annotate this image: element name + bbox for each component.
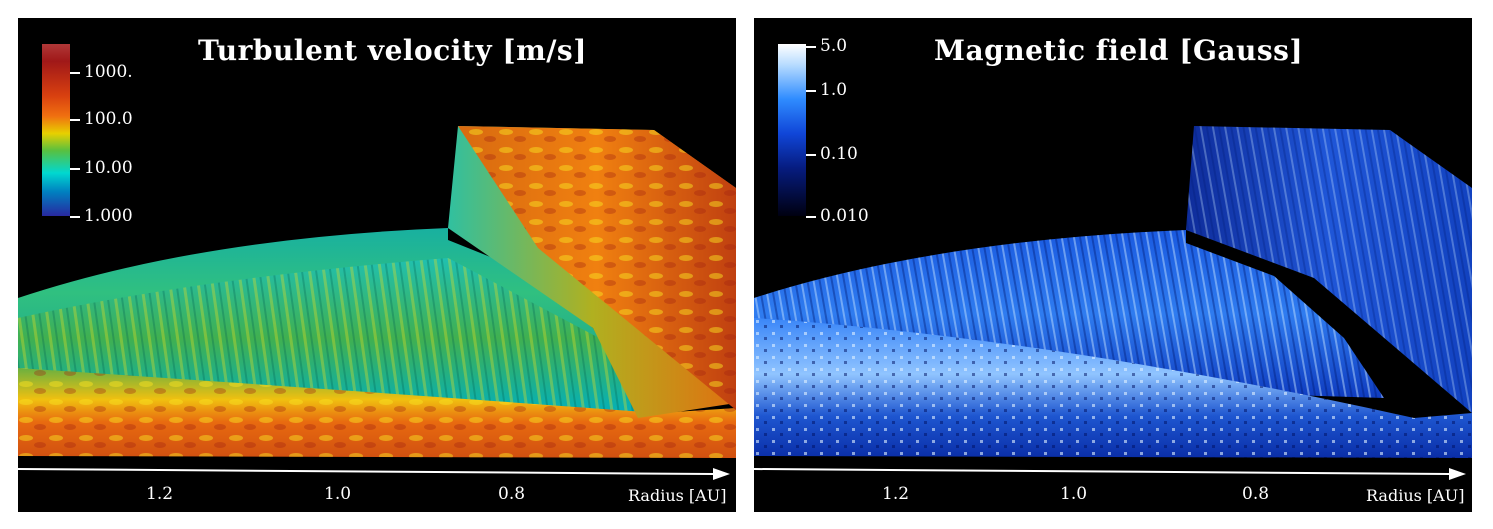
colorbar-tick: 1.0 xyxy=(805,80,848,100)
velocity-colorbar xyxy=(42,44,70,216)
axis-tick-label: 1.0 xyxy=(1060,484,1088,504)
panel-title: Magnetic field [Gauss] xyxy=(934,34,1304,67)
axis-tick-label: 1.0 xyxy=(324,484,352,504)
magnetic-field-panel: Magnetic field [Gauss] 5.0 1.0 0.10 0.01… xyxy=(754,18,1472,512)
turbulent-velocity-panel: Turbulent velocity [m/s] 1000. 100.0 10.… xyxy=(18,18,736,512)
turbulent-velocity-render xyxy=(18,126,736,480)
colorbar-tick: 0.10 xyxy=(806,144,858,164)
axis-title: Radius [AU] xyxy=(1366,486,1465,505)
axis-tick-label: 1.2 xyxy=(146,484,174,504)
axis-tick-label: 1.2 xyxy=(882,484,910,504)
colorbar-tick: 10.00 xyxy=(70,158,133,178)
axis-title: Radius [AU] xyxy=(628,486,727,505)
colorbar-tick: 0.010 xyxy=(806,206,869,226)
colorbar-tick: 5.0 xyxy=(805,36,848,56)
axis-tick-label: 0.8 xyxy=(1242,484,1270,504)
colorbar-tick: 1.000 xyxy=(70,206,133,226)
magnetic-field-render xyxy=(754,126,1472,480)
axis-tick-label: 0.8 xyxy=(498,484,526,504)
colorbar-tick: 1000. xyxy=(70,62,133,82)
magnetic-colorbar xyxy=(778,44,806,216)
panel-title: Turbulent velocity [m/s] xyxy=(198,34,587,67)
colorbar-tick: 100.0 xyxy=(70,109,133,129)
